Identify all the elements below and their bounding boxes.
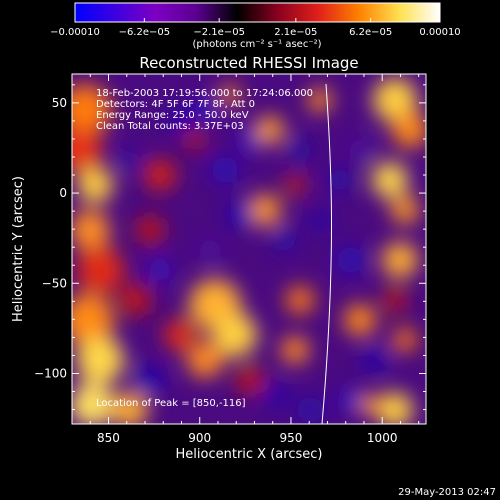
heat-blob xyxy=(273,228,297,252)
heat-blob xyxy=(136,366,164,394)
heat-blob xyxy=(77,167,113,203)
colorbar-tick-label: −2.1e−05 xyxy=(193,27,245,38)
heat-blob xyxy=(249,194,281,226)
heat-blob xyxy=(263,383,287,407)
heat-blob xyxy=(144,159,176,191)
colorbar-tick-label: −6.2e−05 xyxy=(119,27,171,38)
heat-blob xyxy=(211,156,239,184)
heat-blob xyxy=(120,150,140,170)
peak-location-label: Location of Peak = [850,-116] xyxy=(96,398,246,409)
heat-blob xyxy=(288,138,312,162)
heat-blob xyxy=(373,78,417,122)
colorbar-tick-label: 2.1e−05 xyxy=(274,27,317,38)
y-tick-label: 0 xyxy=(59,186,67,200)
heat-blob xyxy=(360,395,380,415)
info-line-2: Detectors: 4F 5F 6F 7F 8F, Att 0 xyxy=(96,99,256,110)
heat-blob xyxy=(286,286,314,314)
heat-blob xyxy=(119,284,151,316)
colorbar-tick-label: 6.2e−05 xyxy=(349,27,392,38)
y-tick-label: −50 xyxy=(42,276,67,290)
heat-blob xyxy=(393,328,417,352)
heat-blob xyxy=(76,336,124,384)
heat-blob xyxy=(226,201,254,229)
footer-date: 29-May-2013 02:47 xyxy=(398,487,496,498)
heat-blob xyxy=(72,84,111,136)
heat-blob xyxy=(198,238,222,262)
heat-blob xyxy=(164,319,196,351)
heat-blob xyxy=(220,85,240,105)
heat-blob xyxy=(344,304,376,336)
heat-blob xyxy=(382,242,418,278)
x-axis: 850 900 950 1000 xyxy=(89,74,420,445)
info-line-1: 18-Feb-2003 17:19:56.000 to 17:24:06.000 xyxy=(96,88,314,99)
y-axis: −100 −50 0 50 xyxy=(34,84,426,411)
heat-blob xyxy=(112,392,148,424)
heat-blob xyxy=(377,392,413,424)
heat-blob xyxy=(285,175,305,195)
heat-blob xyxy=(76,246,124,294)
heat-blob xyxy=(372,162,408,198)
colorbar xyxy=(74,2,441,23)
colorbar-unit-label: (photons cm⁻² s⁻¹ asec⁻²) xyxy=(192,39,321,50)
heat-map xyxy=(72,78,426,424)
heat-blob xyxy=(238,128,262,152)
plot-frame xyxy=(71,73,427,425)
y-axis-label: Heliocentric Y (arcsec) xyxy=(11,176,26,322)
y-tick-label: −100 xyxy=(34,366,67,380)
solar-limb-line xyxy=(321,83,332,424)
heat-blob xyxy=(391,196,419,224)
colorbar-tick-label: 0.00010 xyxy=(419,27,460,38)
heat-blob xyxy=(328,168,352,192)
heat-blob xyxy=(72,210,110,250)
x-tick-label: 850 xyxy=(97,431,120,445)
heat-blob xyxy=(72,294,114,346)
heat-blob xyxy=(392,112,426,148)
heat-blob xyxy=(213,313,257,357)
heat-blob xyxy=(148,258,172,282)
x-axis-label: Heliocentric X (arcsec) xyxy=(176,447,323,462)
x-tick-label: 950 xyxy=(280,431,303,445)
heat-blob xyxy=(168,108,192,132)
heat-blob xyxy=(72,383,114,424)
heat-blob xyxy=(336,246,364,274)
heat-blob xyxy=(256,116,284,144)
y-tick-label: 50 xyxy=(52,96,67,110)
heat-blob xyxy=(338,388,362,412)
heat-blob xyxy=(281,336,309,364)
colorbar-ticks: −0.00010 −6.2e−05 −2.1e−05 2.1e−05 6.2e−05 0.… xyxy=(50,18,461,38)
heat-blob xyxy=(383,288,407,312)
heat-blob xyxy=(72,128,102,172)
info-line-3: Energy Range: 25.0 - 50.0 keV xyxy=(96,110,249,121)
chart-title: Reconstructed RHESSI Image xyxy=(139,54,358,72)
heat-blob xyxy=(193,98,217,122)
heat-blob xyxy=(136,216,164,244)
x-tick-label: 900 xyxy=(188,431,211,445)
info-line-4: Clean Total counts: 3.37E+03 xyxy=(96,121,244,132)
heat-blob xyxy=(363,348,387,372)
x-tick-label: 1000 xyxy=(367,431,398,445)
heat-blob xyxy=(348,138,372,162)
heat-blob xyxy=(236,366,264,394)
heat-blob xyxy=(310,210,330,230)
heat-blob xyxy=(296,396,324,424)
heat-blob xyxy=(187,342,223,378)
colorbar-tick-label: −0.00010 xyxy=(50,27,100,38)
heat-blob xyxy=(185,130,205,150)
heat-blob xyxy=(308,88,332,112)
